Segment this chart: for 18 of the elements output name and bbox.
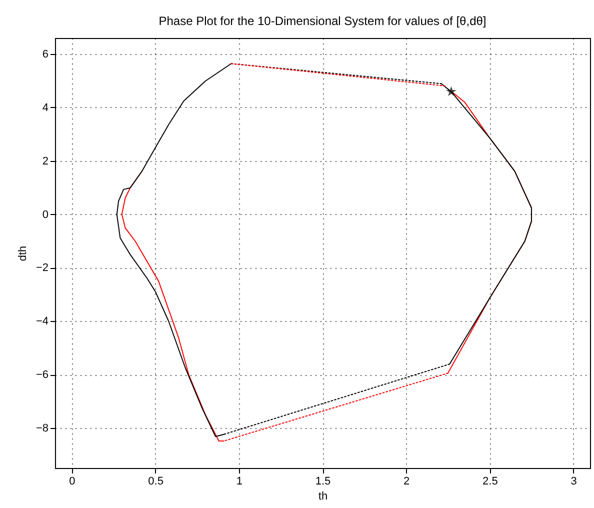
y-tick-label: −4 [36,316,48,328]
x-tick-label: 0.5 [148,476,164,488]
y-axis-title: dth [16,246,29,262]
y-tick-label: 2 [42,155,48,168]
y-tick-label: 6 [42,48,48,61]
x-tick-label: 2 [404,476,410,488]
y-tick-label: 0 [42,208,48,221]
x-axis-title: th [318,490,328,502]
y-tick-label: −6 [36,369,48,382]
x-tick-label: 0 [69,476,76,488]
y-tick-label: −8 [36,422,48,434]
chart-title: Phase Plot for the 10-Dimensional System for values of [θ,dθ] [158,14,486,28]
y-tick-label: −2 [36,262,48,274]
x-tick-label: 1.5 [315,476,331,488]
y-tick-label: 4 [42,102,48,114]
x-tick-label: 2.5 [482,476,498,488]
x-tick-label: 3 [570,476,577,488]
x-tick-label: 1 [236,476,242,488]
